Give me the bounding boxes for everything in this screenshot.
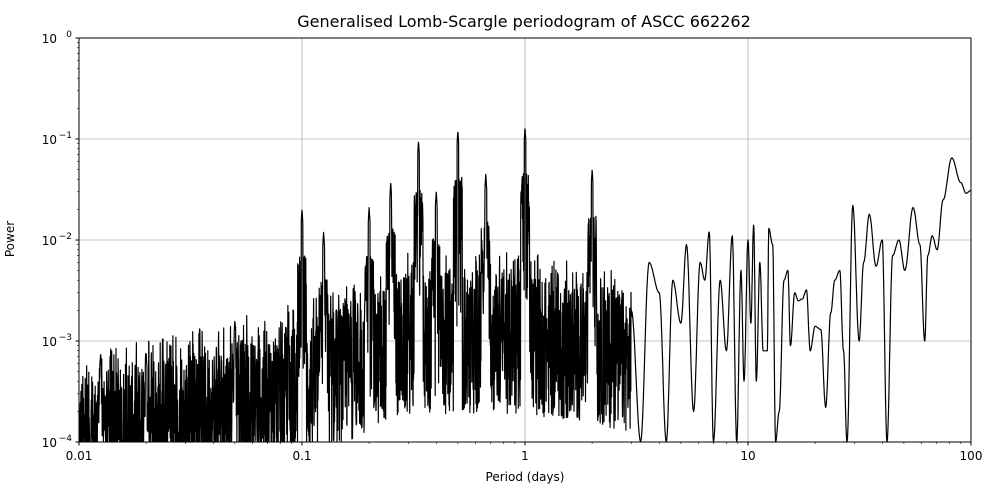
x-tick-label: 1 xyxy=(521,449,529,463)
y-tick-exponent: −2 xyxy=(59,232,72,242)
power-series-line xyxy=(79,128,971,442)
y-tick-label: 10 xyxy=(42,133,57,147)
y-tick-label: 10 xyxy=(42,436,57,450)
x-tick-label: 0.01 xyxy=(66,449,93,463)
y-tick-exponent: −1 xyxy=(59,131,72,141)
y-tick-exponent: −3 xyxy=(59,333,72,343)
x-tick-label: 10 xyxy=(740,449,755,463)
y-tick-label: 10 xyxy=(42,234,57,248)
y-tick-exponent: 0 xyxy=(66,30,72,40)
x-tick-label: 100 xyxy=(960,449,983,463)
x-axis-label: Period (days) xyxy=(485,470,565,484)
y-tick-exponent: −4 xyxy=(59,434,73,444)
x-tick-label: 0.1 xyxy=(292,449,311,463)
chart-title: Generalised Lomb-Scargle periodogram of … xyxy=(297,12,751,31)
y-tick-label: 10 xyxy=(42,335,57,349)
y-tick-label: 10 xyxy=(42,32,57,46)
